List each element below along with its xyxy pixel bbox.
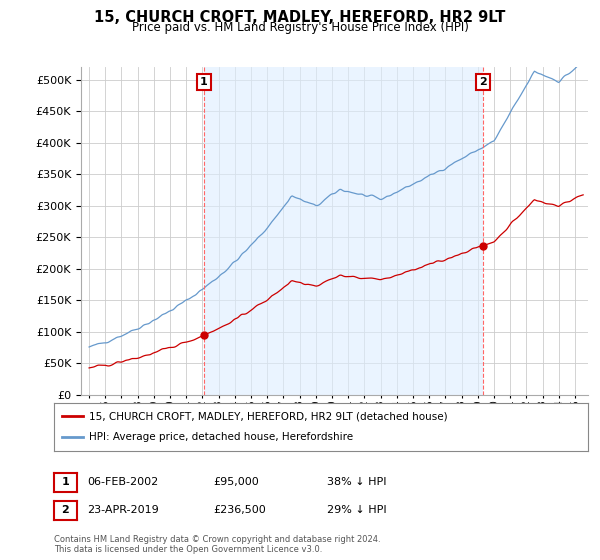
Text: 29% ↓ HPI: 29% ↓ HPI [327, 505, 386, 515]
Text: Contains HM Land Registry data © Crown copyright and database right 2024.
This d: Contains HM Land Registry data © Crown c… [54, 535, 380, 554]
Text: 38% ↓ HPI: 38% ↓ HPI [327, 477, 386, 487]
Text: 23-APR-2019: 23-APR-2019 [87, 505, 159, 515]
Text: 2: 2 [479, 77, 487, 87]
Bar [204, 67, 483, 395]
Text: Price paid vs. HM Land Registry's House Price Index (HPI): Price paid vs. HM Land Registry's House … [131, 21, 469, 34]
Text: £95,000: £95,000 [213, 477, 259, 487]
Text: 06-FEB-2002: 06-FEB-2002 [87, 477, 158, 487]
Text: 2: 2 [62, 505, 69, 515]
Text: 15, CHURCH CROFT, MADLEY, HEREFORD, HR2 9LT (detached house): 15, CHURCH CROFT, MADLEY, HEREFORD, HR2 … [89, 411, 448, 421]
Text: £236,500: £236,500 [213, 505, 266, 515]
Text: 1: 1 [62, 477, 69, 487]
Text: 1: 1 [200, 77, 208, 87]
Text: 15, CHURCH CROFT, MADLEY, HEREFORD, HR2 9LT: 15, CHURCH CROFT, MADLEY, HEREFORD, HR2 … [94, 10, 506, 25]
Text: HPI: Average price, detached house, Herefordshire: HPI: Average price, detached house, Here… [89, 432, 353, 442]
